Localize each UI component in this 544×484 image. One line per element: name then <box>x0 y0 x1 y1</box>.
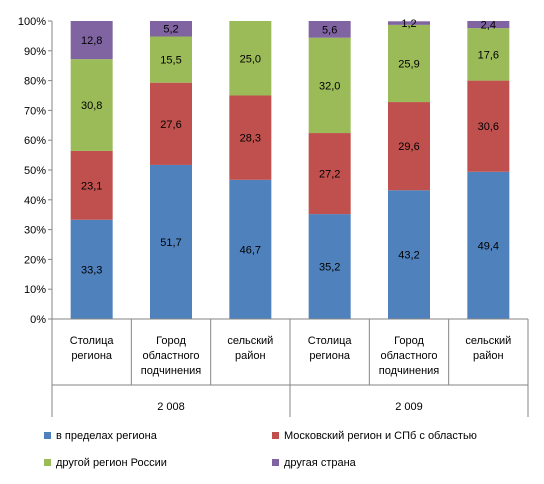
data-label: 27,6 <box>160 119 181 131</box>
data-label: 30,6 <box>478 121 499 133</box>
bar-segment <box>467 80 510 172</box>
data-label: 35,2 <box>319 262 340 274</box>
legend-swatch <box>44 459 51 466</box>
bar-segment <box>388 24 430 103</box>
bar-segment <box>229 21 272 96</box>
x-axis: Столица региона Город областного подчинения с… <box>51 318 529 417</box>
x-category-label: район <box>473 350 504 362</box>
legend-swatch <box>272 459 279 466</box>
y-axis: 0% 10% 20% 30% 40% 50% 60% 70% 80% 90% 100% <box>18 16 53 326</box>
y-tick-label: 0% <box>30 314 46 326</box>
x-category-label: Город <box>394 335 424 347</box>
legend-swatch <box>272 432 279 439</box>
x-category-label: Город <box>156 335 186 347</box>
x-group-label: 2 009 <box>395 401 423 413</box>
data-label: 15,5 <box>160 55 181 67</box>
data-label: 51,7 <box>160 237 181 249</box>
bar-segment <box>150 21 192 37</box>
y-tick-label: 50% <box>24 165 46 177</box>
bar-segment <box>308 37 351 134</box>
bar-segment <box>150 82 192 165</box>
bar-segment <box>150 164 192 319</box>
y-tick-label: 40% <box>24 195 46 207</box>
data-label: 27,2 <box>319 169 340 181</box>
data-label: 25,9 <box>398 58 419 70</box>
legend: в пределах региона Московский регион и СП… <box>44 430 477 469</box>
bar-segment <box>229 95 272 180</box>
bar-segment <box>388 21 430 25</box>
x-category-label: сельский <box>465 335 511 347</box>
data-label: 29,6 <box>398 141 419 153</box>
x-category-label: областного <box>380 350 437 362</box>
x-category-label: подчинения <box>379 365 440 377</box>
x-category-label: сельский <box>227 335 273 347</box>
x-category-label: Столица <box>308 335 353 347</box>
bar-segment <box>70 59 113 151</box>
data-label: 23,1 <box>81 180 102 192</box>
bar-segment <box>150 36 192 83</box>
data-label: 32,0 <box>319 80 340 92</box>
bar-segment <box>70 219 113 319</box>
data-label: 46,7 <box>240 244 261 256</box>
data-labels: 33,3 23,1 30,8 12,8 51,7 27,6 15,5 5,2 46,7 28,3 2… <box>81 18 499 276</box>
data-label: 17,6 <box>478 49 499 61</box>
data-label: 12,8 <box>81 35 102 47</box>
bar-segment <box>388 190 430 319</box>
data-label: 30,8 <box>81 100 102 112</box>
legend-label: другой регион России <box>56 457 167 469</box>
data-label: 43,2 <box>398 250 419 262</box>
data-label: 5,6 <box>322 24 337 36</box>
data-label: 2,4 <box>481 20 496 32</box>
bar-segment <box>229 179 272 319</box>
y-tick-label: 100% <box>18 16 46 28</box>
data-label: 25,0 <box>240 53 261 65</box>
data-label: 33,3 <box>81 264 102 276</box>
legend-swatch <box>44 432 51 439</box>
x-category-label: подчинения <box>141 365 202 377</box>
y-tick-label: 60% <box>24 135 46 147</box>
bar-segment <box>467 171 510 319</box>
data-label: 5,2 <box>163 24 178 36</box>
y-tick-label: 70% <box>24 105 46 117</box>
legend-label: в пределах региона <box>56 430 158 442</box>
x-group-label: 2 008 <box>157 401 185 413</box>
bar-segment <box>467 28 510 81</box>
bar-segment <box>70 150 113 220</box>
bars <box>70 21 510 319</box>
legend-label: Московский регион и СПб с областью <box>284 430 477 442</box>
x-category-label: региона <box>71 350 113 362</box>
bar-segment <box>388 102 430 191</box>
y-tick-label: 30% <box>24 225 46 237</box>
data-label: 28,3 <box>240 133 261 145</box>
x-category-label: региона <box>309 350 351 362</box>
x-category-label: Столица <box>70 335 115 347</box>
bar-segment <box>308 21 351 38</box>
bar-segment <box>308 214 351 319</box>
y-tick-label: 90% <box>24 46 46 58</box>
bar-segment <box>308 133 351 215</box>
bar-segment <box>467 21 510 29</box>
legend-label: другая страна <box>284 457 357 469</box>
x-category-label: район <box>235 350 266 362</box>
y-tick-label: 10% <box>24 284 46 296</box>
data-label: 1,2 <box>401 18 416 30</box>
data-label: 49,4 <box>478 240 499 252</box>
x-category-label: областного <box>142 350 199 362</box>
bar-segment <box>70 21 113 60</box>
y-tick-label: 80% <box>24 76 46 88</box>
y-tick-label: 20% <box>24 254 46 266</box>
